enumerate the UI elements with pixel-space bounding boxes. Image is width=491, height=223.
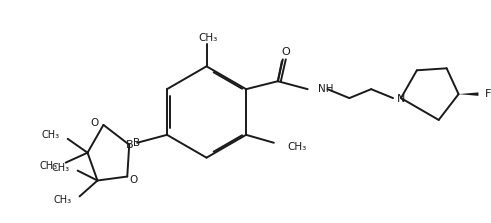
Text: O: O — [281, 47, 290, 57]
Text: CH₃: CH₃ — [288, 142, 307, 152]
Text: CH₃: CH₃ — [42, 130, 60, 140]
Text: F: F — [486, 89, 491, 99]
Text: CH₃: CH₃ — [52, 163, 70, 173]
Text: O: O — [90, 118, 99, 128]
Text: NH: NH — [318, 84, 333, 94]
Text: B: B — [126, 140, 133, 150]
Text: CH₃: CH₃ — [40, 161, 58, 171]
Text: CH₃: CH₃ — [198, 33, 217, 43]
Text: CH₃: CH₃ — [54, 195, 72, 205]
Text: N: N — [397, 94, 406, 104]
Polygon shape — [459, 92, 478, 96]
Text: B: B — [133, 138, 140, 148]
Text: O: O — [129, 175, 137, 184]
